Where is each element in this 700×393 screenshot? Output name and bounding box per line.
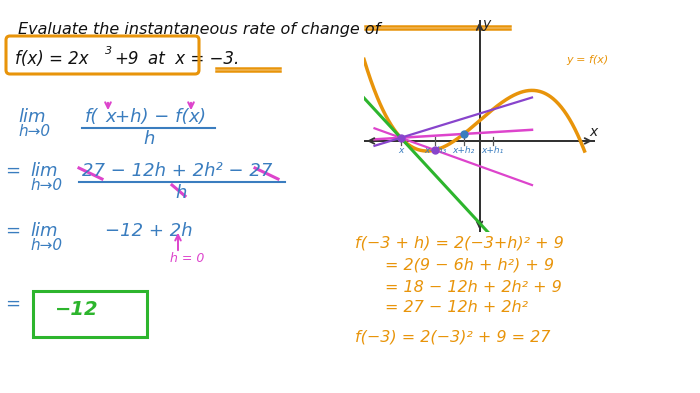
Text: x: x <box>105 108 116 126</box>
Text: =: = <box>5 162 20 180</box>
Text: +9: +9 <box>114 50 139 68</box>
Text: f(: f( <box>85 108 99 126</box>
Text: ): ) <box>198 108 205 126</box>
Text: = 2(9 − 6h + h²) + 9: = 2(9 − 6h + h²) + 9 <box>385 258 554 273</box>
Text: h = 0: h = 0 <box>170 252 204 265</box>
Text: x+h₁: x+h₁ <box>482 146 504 155</box>
Text: =: = <box>5 295 20 313</box>
Text: lim: lim <box>18 108 46 126</box>
Text: y: y <box>482 17 491 31</box>
Text: = 27 − 12h + 2h²: = 27 − 12h + 2h² <box>385 300 528 315</box>
Text: lim: lim <box>30 162 57 180</box>
Text: Evaluate the instantaneous rate of change of: Evaluate the instantaneous rate of chang… <box>18 22 380 37</box>
Text: −12 + 2h: −12 + 2h <box>105 222 192 240</box>
Text: f(−3 + h) = 2(−3+h)² + 9: f(−3 + h) = 2(−3+h)² + 9 <box>355 235 564 250</box>
Text: f(−3) = 2(−3)² + 9 = 27: f(−3) = 2(−3)² + 9 = 27 <box>355 330 550 345</box>
Text: +h) − f(: +h) − f( <box>115 108 188 126</box>
Text: h→0: h→0 <box>30 238 62 253</box>
Text: −12: −12 <box>55 300 99 319</box>
Text: y = f(x): y = f(x) <box>566 55 608 65</box>
Text: h→0: h→0 <box>18 124 50 139</box>
Text: x+h₂: x+h₂ <box>453 146 475 155</box>
Text: lim: lim <box>30 222 57 240</box>
Text: x: x <box>188 108 199 126</box>
Text: 3: 3 <box>105 46 112 56</box>
Text: 27 − 12h + 2h² − 27: 27 − 12h + 2h² − 27 <box>82 162 272 180</box>
Text: = 18 − 12h + 2h² + 9: = 18 − 12h + 2h² + 9 <box>385 280 561 295</box>
Text: h: h <box>143 130 155 148</box>
Text: x: x <box>398 146 403 155</box>
Text: h: h <box>175 184 186 202</box>
Text: at  x = −3.: at x = −3. <box>148 50 239 68</box>
Text: =: = <box>5 222 20 240</box>
Text: f(x) = 2x: f(x) = 2x <box>15 50 89 68</box>
Text: x: x <box>590 125 598 139</box>
Text: x+h₃: x+h₃ <box>424 146 446 155</box>
Text: h→0: h→0 <box>30 178 62 193</box>
